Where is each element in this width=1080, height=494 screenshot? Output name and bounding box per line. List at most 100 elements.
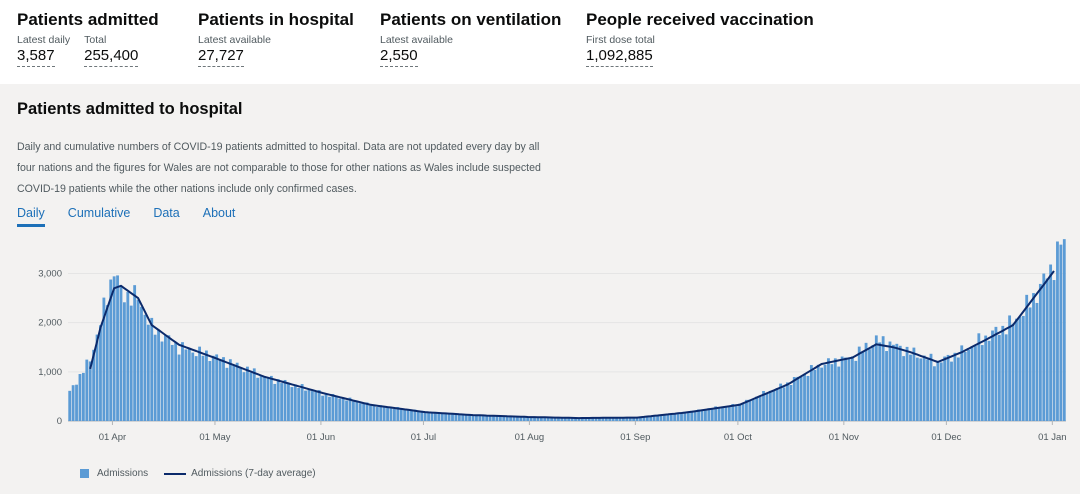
tab-data[interactable]: Data: [153, 206, 180, 220]
panel-title: Patients admitted to hospital: [17, 100, 243, 118]
bar: [143, 314, 147, 421]
bar: [550, 417, 554, 421]
bar: [591, 418, 595, 421]
bar: [574, 418, 577, 421]
bar: [765, 393, 769, 421]
bar: [994, 326, 998, 421]
bar: [598, 417, 601, 421]
bar: [259, 375, 263, 421]
bar: [673, 413, 677, 421]
bar: [731, 404, 735, 421]
bar: [741, 403, 745, 421]
bar: [153, 334, 157, 421]
bar: [734, 406, 738, 421]
bar: [509, 416, 513, 421]
bar: [437, 412, 441, 421]
bar: [362, 403, 366, 421]
bar: [885, 351, 888, 421]
bar: [112, 276, 116, 421]
bar: [116, 275, 119, 421]
bar: [693, 410, 697, 421]
bar: [1052, 280, 1056, 421]
tab-cumulative[interactable]: Cumulative: [67, 206, 131, 220]
x-tick-label: 01 Oct: [724, 432, 752, 443]
metric-title: People received vaccination: [586, 10, 814, 29]
metric-vaccination: People received vaccination First dose t…: [586, 10, 814, 67]
bar: [222, 357, 225, 421]
metric-value[interactable]: 27,727: [198, 47, 244, 67]
bar: [75, 384, 78, 421]
bar: [1025, 294, 1029, 421]
x-tick-label: 01 Sep: [620, 432, 650, 443]
bar: [1004, 334, 1008, 421]
bar: [946, 354, 950, 421]
metric-value[interactable]: 2,550: [380, 47, 418, 67]
bar: [174, 342, 178, 421]
admissions-chart[interactable]: 0 1,000 2,000 3,000 01 Apr 01 May 01 Jun 01 Jul…: [0, 84, 1080, 494]
bar: [642, 416, 646, 421]
bar: [1042, 273, 1046, 421]
bar: [953, 352, 957, 421]
bar: [208, 361, 212, 421]
bar: [481, 415, 485, 421]
bar: [721, 406, 724, 421]
bar: [177, 354, 181, 421]
bar: [779, 383, 783, 421]
x-tick-label: 01 Apr: [99, 432, 126, 443]
bar: [956, 357, 960, 421]
chart-tabs: Daily Cumulative Data About: [17, 206, 258, 227]
bar: [680, 412, 683, 421]
bar: [816, 364, 820, 421]
bar: [133, 285, 137, 421]
bar: [478, 415, 482, 421]
bar: [457, 414, 461, 421]
bar: [796, 376, 800, 421]
bar: [191, 352, 195, 421]
bar: [690, 410, 694, 421]
bar: [775, 388, 779, 421]
bar: [461, 414, 465, 421]
bar: [840, 356, 844, 421]
bar: [830, 364, 834, 421]
bar: [762, 390, 765, 421]
bar: [338, 398, 342, 421]
bar: [833, 358, 837, 421]
bar: [827, 358, 830, 421]
bar: [543, 417, 547, 421]
bar: [300, 384, 304, 421]
bar: [912, 347, 916, 421]
metric-title: Patients in hospital: [198, 10, 354, 29]
bar: [269, 375, 273, 421]
bar: [584, 418, 588, 421]
bar: [891, 344, 895, 421]
y-tick-label: 1,000: [38, 367, 62, 378]
metric-value[interactable]: 1,092,885: [586, 47, 653, 67]
bar: [314, 391, 318, 421]
x-tick-label: 01 May: [199, 432, 230, 443]
bar: [943, 356, 947, 421]
bar: [331, 394, 335, 421]
bar: [676, 412, 680, 421]
bar: [724, 406, 728, 421]
bar: [618, 417, 622, 421]
metric-daily-value[interactable]: 3,587: [17, 47, 55, 67]
bar: [526, 417, 530, 421]
bar: [823, 364, 827, 421]
bar: [211, 355, 215, 421]
metric-label: Latest available: [380, 34, 453, 46]
metric-total-value[interactable]: 255,400: [84, 47, 139, 67]
bar: [905, 346, 909, 421]
bar: [413, 409, 417, 421]
x-tick-label: 01 Jan: [1038, 432, 1067, 443]
tab-about[interactable]: About: [202, 206, 236, 220]
bar: [608, 417, 612, 421]
bar: [563, 417, 567, 421]
bar: [160, 341, 164, 421]
bar: [215, 354, 219, 421]
bar: [252, 368, 256, 421]
tab-daily[interactable]: Daily: [17, 206, 45, 227]
bar: [1011, 323, 1015, 421]
bar: [782, 387, 786, 421]
bar: [396, 406, 400, 421]
bar: [406, 410, 410, 421]
